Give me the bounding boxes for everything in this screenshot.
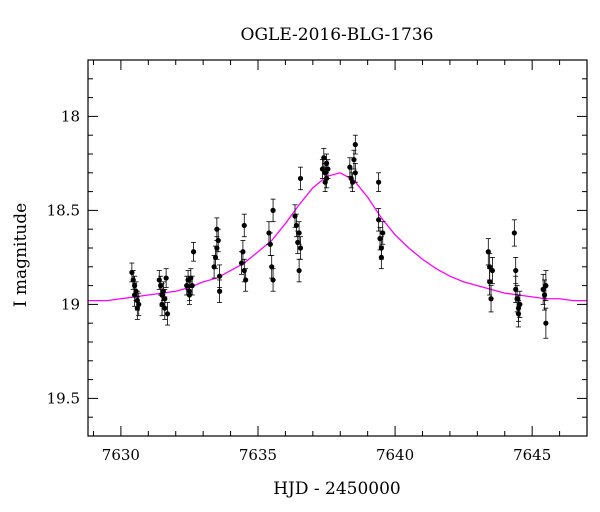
- data-point: [351, 157, 357, 163]
- data-point: [241, 222, 247, 229]
- data-point: [217, 288, 223, 294]
- model-curve: [88, 172, 587, 302]
- chart-title: OGLE-2016-BLG-1736: [241, 25, 434, 45]
- data-point: [270, 207, 276, 213]
- data-point: [267, 241, 273, 247]
- data-point: [243, 277, 249, 283]
- data-point: [323, 160, 330, 166]
- data-point: [269, 264, 275, 270]
- data-point: [214, 245, 220, 251]
- data-point: [352, 170, 358, 176]
- data-point: [485, 249, 491, 255]
- x-tick-label: 7640: [376, 446, 414, 464]
- data-point: [488, 296, 494, 302]
- model-curve-layer: [88, 172, 587, 302]
- y-tick-label: 19.5: [47, 389, 80, 407]
- data-point: [293, 222, 299, 229]
- data-point: [189, 283, 195, 289]
- data-point: [164, 311, 171, 317]
- data-point: [321, 155, 327, 161]
- data-point: [319, 166, 326, 172]
- data-point: [378, 254, 384, 260]
- data-point: [487, 279, 493, 285]
- data-point: [380, 230, 386, 236]
- x-axis-label: HJD - 2450000: [273, 479, 401, 499]
- x-tick-label: 7630: [102, 446, 140, 464]
- data-point: [240, 249, 246, 255]
- data-point: [515, 311, 522, 317]
- axis-ticks: 7630 7635 7640 7645 18 18.5 19 19.5: [47, 59, 588, 464]
- y-tick-label: 19: [61, 295, 80, 313]
- data-point: [517, 301, 523, 307]
- x-tick-label: 7635: [239, 446, 277, 464]
- data-point: [217, 273, 223, 279]
- data-point: [296, 230, 302, 236]
- data-point: [349, 179, 356, 185]
- data-point: [376, 217, 382, 223]
- data-point: [190, 249, 197, 255]
- data-point: [325, 166, 331, 172]
- data-point: [163, 275, 169, 281]
- data-point: [352, 142, 358, 148]
- data-point: [186, 292, 193, 298]
- data-points-layer: [129, 134, 549, 339]
- data-point: [513, 267, 519, 274]
- y-tick-label: 18: [61, 107, 80, 125]
- data-point: [296, 267, 302, 274]
- data-point: [543, 283, 549, 289]
- data-point: [487, 264, 493, 270]
- data-point: [376, 179, 382, 185]
- data-point: [297, 245, 304, 251]
- data-point: [297, 175, 304, 182]
- data-point: [347, 164, 353, 170]
- data-point: [511, 230, 517, 236]
- x-tick-label: 7645: [513, 446, 551, 464]
- data-point: [159, 301, 165, 307]
- data-point: [136, 301, 142, 307]
- data-point: [489, 267, 496, 274]
- data-point: [270, 277, 276, 283]
- y-axis-label: I magnitude: [11, 203, 31, 307]
- data-point: [543, 320, 549, 326]
- y-tick-label: 18.5: [47, 201, 80, 219]
- data-point: [162, 305, 168, 311]
- data-point: [215, 237, 221, 244]
- plot-frame: [87, 59, 588, 437]
- data-point: [541, 292, 548, 298]
